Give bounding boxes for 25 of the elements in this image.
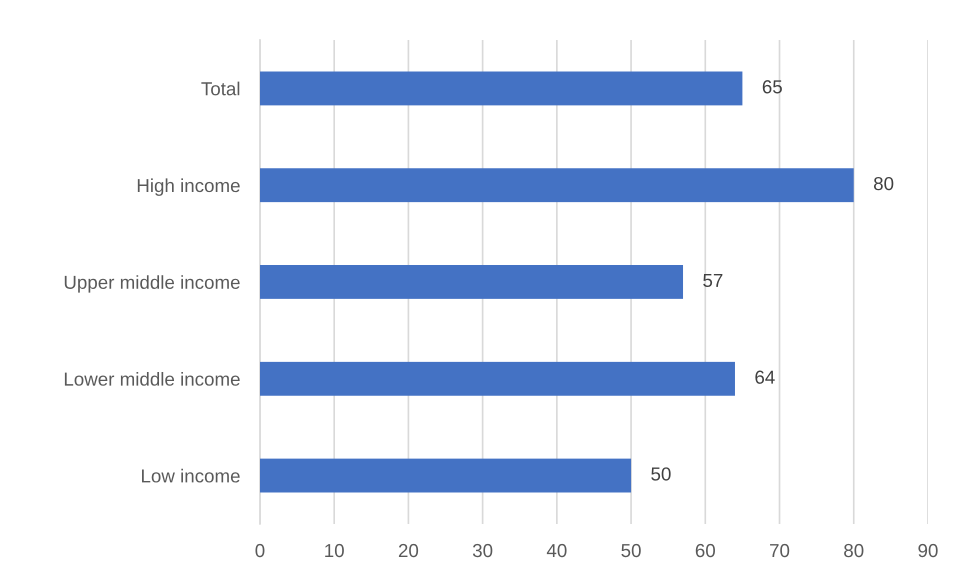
x-tick-label: 30 <box>472 544 492 558</box>
x-tick-label: 10 <box>325 544 344 558</box>
bar <box>260 362 735 396</box>
data-label: 57 <box>703 274 722 288</box>
bar <box>260 71 742 106</box>
data-label: 65 <box>762 80 782 94</box>
bar <box>260 265 684 299</box>
x-tick-label: 40 <box>546 544 567 558</box>
bar <box>260 458 632 493</box>
data-label: 80 <box>874 176 894 190</box>
data-label: 64 <box>755 370 775 384</box>
y-tick-label: Upper middle income <box>64 275 240 293</box>
data-label: 50 <box>651 467 671 481</box>
y-tick-label: High income <box>138 178 240 196</box>
bar <box>260 168 854 202</box>
x-tick-label: 50 <box>621 544 641 558</box>
y-tick-label: Lower middle income <box>64 372 240 386</box>
x-tick-label: 0 <box>255 544 264 558</box>
y-tick-label: Total <box>201 82 240 96</box>
x-tick-label: 70 <box>770 544 790 558</box>
x-tick-label: 90 <box>918 544 938 558</box>
x-tick-label: 20 <box>398 544 418 558</box>
x-tick-label: 60 <box>696 544 715 558</box>
x-tick-label: 80 <box>844 544 864 558</box>
y-tick-label: Low income <box>142 468 240 483</box>
